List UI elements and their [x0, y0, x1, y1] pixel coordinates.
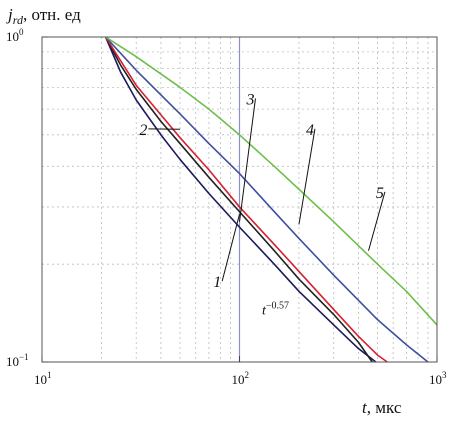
series-line-1 — [104, 36, 377, 363]
annotation-leader-4 — [298, 128, 316, 225]
annotation-leader-1 — [221, 214, 240, 282]
x-tick-label: 101 — [34, 370, 52, 387]
series-line-4 — [105, 36, 429, 363]
series-line-3 — [104, 36, 388, 363]
grid — [42, 37, 437, 362]
y-tick-label: 100 — [6, 27, 24, 44]
series-label-5: 5 — [376, 185, 384, 202]
series-label-4: 4 — [306, 122, 314, 139]
series-label-1: 1 — [213, 274, 221, 291]
series-group — [104, 36, 438, 363]
ticks: 101 102 103 100 10−1 — [6, 27, 447, 387]
x-axis-label: t, мкс — [362, 398, 402, 417]
series-line-5 — [105, 36, 438, 326]
annotations: 1 2 3 4 5 t−0.57 — [139, 91, 386, 319]
annotation-leader-5 — [368, 191, 386, 251]
series-label-3: 3 — [245, 91, 254, 108]
x-tick-label: 102 — [232, 370, 250, 387]
y-tick-label: 10−1 — [6, 352, 29, 369]
annotation-leader-3 — [239, 98, 256, 222]
series-label-2: 2 — [139, 122, 147, 139]
y-axis-label: jrd, отн. ед — [6, 5, 81, 27]
series-line-2 — [104, 36, 373, 363]
x-tick-label: 103 — [429, 370, 447, 387]
power-law-label: t−0.57 — [262, 301, 289, 319]
